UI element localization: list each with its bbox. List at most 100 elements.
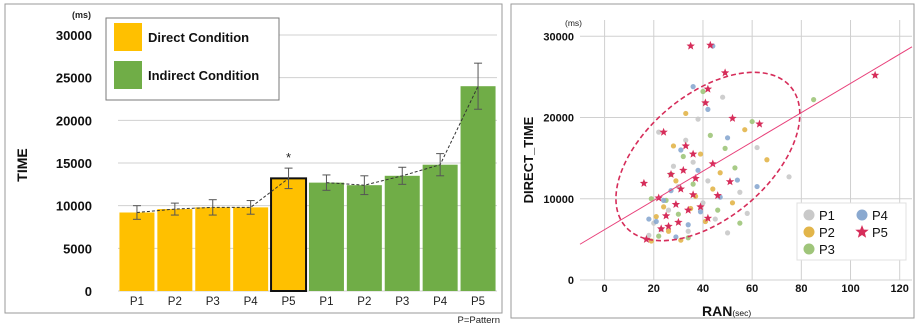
bar-chart-legend: Direct Condition Indirect Condition <box>105 17 280 101</box>
bar-chart-x-tick-label: P2 <box>168 296 182 308</box>
scatter-point-p3 <box>811 97 817 103</box>
scatter-plot-x-axis-label: RAN(sec) <box>702 303 751 319</box>
scatter-point-p1 <box>724 230 731 236</box>
bar <box>195 207 231 291</box>
bar <box>384 175 420 291</box>
scatter-point-p2 <box>717 170 723 176</box>
bar <box>308 182 344 291</box>
legend-swatch-direct <box>114 23 142 51</box>
scatter-point-p5 <box>703 84 713 93</box>
legend-label-p4: P4 <box>872 208 888 223</box>
scatter-point-p1 <box>656 129 662 135</box>
scatter-point-p3 <box>648 196 654 202</box>
scatter-point-p3 <box>749 118 755 125</box>
scatter-y-tick-label: 30000 <box>543 31 574 43</box>
scatter-point-p4 <box>661 197 667 203</box>
scatter-point-p1 <box>665 207 672 213</box>
scatter-point-p2 <box>764 157 770 163</box>
scatter-point-p3 <box>656 233 662 239</box>
scatter-plot-panel: 0 10000 20000 30000 0 20 40 60 80 100 120 (ms) DI… <box>510 3 915 319</box>
legend-label-p1: P1 <box>819 208 835 223</box>
scatter-point-p1 <box>700 200 706 206</box>
scatter-point-p2 <box>710 186 716 192</box>
scatter-point-p5 <box>642 235 651 243</box>
scatter-point-p1 <box>712 216 718 222</box>
scatter-x-tick-label: 40 <box>697 283 709 295</box>
pattern-footnote: P=Pattern <box>457 315 500 326</box>
regression-line <box>579 46 913 245</box>
bar-chart-y-tick-label: 10000 <box>56 199 92 214</box>
scatter-point-p1 <box>695 116 701 122</box>
scatter-point-p1 <box>786 174 792 180</box>
bar-chart-y-tick-label: 20000 <box>56 113 92 128</box>
scatter-plot-x-unit: (sec) <box>732 308 751 318</box>
scatter-point-p5 <box>661 211 671 220</box>
scatter-point-p5 <box>659 127 668 136</box>
significance-marker: * <box>286 150 291 165</box>
scatter-point-p1 <box>744 210 750 216</box>
legend-marker-p5 <box>855 225 869 238</box>
scatter-plot-x-axis-name: RAN <box>702 303 732 319</box>
bar-chart-x-tick-label: P2 <box>357 296 371 308</box>
bar <box>233 207 269 291</box>
scatter-point-p5 <box>703 213 713 222</box>
bar-chart-y-unit: (ms) <box>72 10 91 20</box>
bar-chart-error-bars: * <box>132 62 483 220</box>
bar-chart-x-tick-label: P3 <box>395 296 409 308</box>
scatter-point-p5 <box>688 190 698 199</box>
scatter-x-tick-label: 20 <box>648 283 660 295</box>
scatter-point-p3 <box>707 132 713 138</box>
legend-label-p3: P3 <box>819 242 835 257</box>
scatter-plot-y-unit: (ms) <box>565 18 582 28</box>
scatter-point-p1 <box>737 189 743 195</box>
bar-chart-y-tick-label: 30000 <box>56 28 92 43</box>
scatter-point-p1 <box>720 94 726 100</box>
scatter-point-p5 <box>708 159 717 168</box>
scatter-point-p1 <box>690 159 696 165</box>
scatter-point-p3 <box>690 181 696 187</box>
legend-marker-p2 <box>803 226 815 238</box>
legend-label-p2: P2 <box>819 225 835 240</box>
scatter-legend-box <box>796 202 907 261</box>
scatter-x-tick-label: 60 <box>746 283 758 295</box>
scatter-point-p1 <box>683 137 689 143</box>
scatter-point-p5 <box>686 41 695 50</box>
scatter-x-tick-label: 0 <box>602 283 608 295</box>
scatter-point-p1 <box>685 228 691 234</box>
scatter-point-p5 <box>666 170 676 178</box>
scatter-point-p5 <box>701 98 710 107</box>
scatter-point-p5 <box>870 70 880 79</box>
scatter-point-p2 <box>653 214 659 220</box>
scatter-y-tick-label: 10000 <box>543 194 574 206</box>
bar-chart-x-tick-label: P5 <box>282 296 296 308</box>
legend-label-direct: Direct Condition <box>148 30 249 45</box>
bar <box>422 164 458 291</box>
scatter-point-p4 <box>673 234 679 240</box>
scatter-point-p5 <box>681 141 690 150</box>
scatter-point-p4 <box>695 167 701 173</box>
scatter-point-p5 <box>671 200 681 208</box>
legend-marker-p4 <box>856 209 868 221</box>
bar-chart-y-tick-label: 15000 <box>56 156 92 171</box>
scatter-point-p1 <box>646 232 652 238</box>
scatter-point-p4 <box>697 209 704 215</box>
scatter-plot-x-ticks: 0 20 40 60 80 100 120 <box>602 283 909 295</box>
scatter-point-p2 <box>729 200 736 206</box>
bar-chart-y-tick-label: 0 <box>85 284 92 299</box>
scatter-x-tick-label: 100 <box>841 283 859 295</box>
legend-swatch-indirect <box>114 61 142 89</box>
bar-chart-y-tick-label: 5000 <box>63 241 92 256</box>
bar-chart-x-tick-label: P4 <box>244 296 259 308</box>
bar-chart-x-tick-label: P1 <box>319 296 333 308</box>
scatter-point-p1 <box>670 163 677 169</box>
scatter-y-tick-label: 20000 <box>543 113 574 125</box>
bar-chart-y-axis-label: TIME <box>14 148 30 181</box>
scatter-point-p5 <box>720 68 730 77</box>
bar-chart-x-tick-label: P5 <box>471 296 485 308</box>
scatter-point-p5 <box>679 165 688 174</box>
scatter-point-p5 <box>657 224 666 233</box>
scatter-plot-y-axis-label: DIRECT_TIME <box>521 116 536 203</box>
bar-chart-x-tick-label: P4 <box>433 296 448 308</box>
